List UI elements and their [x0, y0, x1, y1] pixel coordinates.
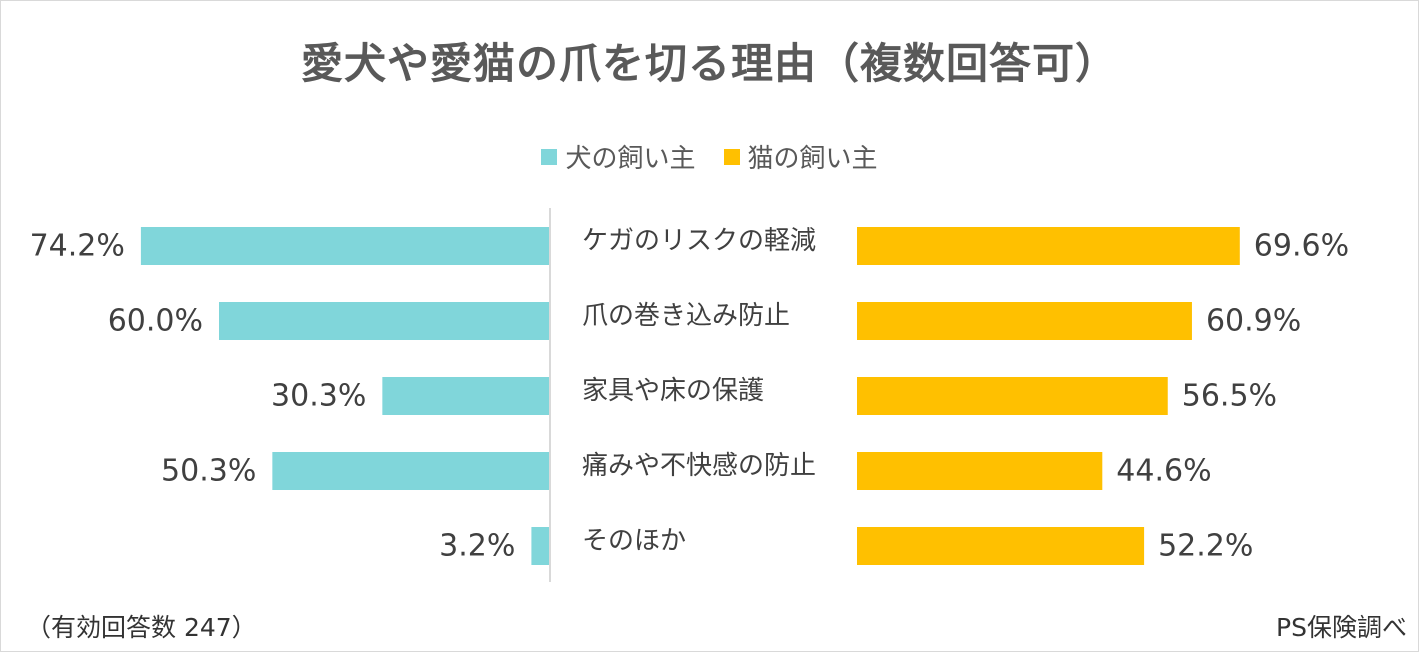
legend-item-dog: 犬の飼い主 [541, 138, 696, 175]
legend-label-dog: 犬の飼い主 [565, 144, 696, 174]
dog-value-label: 60.0% [108, 304, 203, 339]
cat-value-label: 44.6% [1116, 454, 1211, 489]
source-note: PS保険調べ [1276, 613, 1407, 642]
cat-value-label: 60.9% [1206, 304, 1301, 339]
cat-value-label: 56.5% [1182, 379, 1277, 414]
dog-bar [531, 527, 549, 565]
sample-size-note: （有効回答数 247） [26, 613, 257, 642]
cat-bar [857, 227, 1240, 265]
category-label: 爪の巻き込み防止 [582, 301, 790, 331]
dog-value-label: 50.3% [161, 454, 256, 489]
dog-bar [219, 302, 549, 340]
cat-bar [857, 377, 1168, 415]
dog-value-label: 30.3% [271, 379, 366, 414]
legend: 犬の飼い主 猫の飼い主 [0, 138, 1419, 175]
category-label: 痛みや不快感の防止 [582, 451, 816, 481]
dog-bar [272, 452, 549, 490]
dog-bar [140, 227, 549, 265]
cat-value-label: 52.2% [1158, 529, 1253, 564]
dog-bar [382, 377, 549, 415]
cat-value-label: 69.6% [1254, 229, 1349, 264]
category-label: ケガのリスクの軽減 [582, 226, 816, 256]
chart-title: 愛犬や愛猫の爪を切る理由（複数回答可） [300, 39, 1118, 88]
dog-value-label: 3.2% [439, 529, 515, 564]
category-label: そのほか [582, 526, 686, 556]
legend-label-cat: 猫の飼い主 [747, 144, 878, 174]
legend-item-cat: 猫の飼い主 [723, 138, 878, 175]
cat-bar [857, 527, 1145, 565]
legend-swatch-cat [723, 148, 740, 165]
dog-value-label: 74.2% [30, 229, 125, 264]
legend-swatch-dog [541, 148, 558, 165]
cat-bar [857, 452, 1103, 490]
cat-bar [857, 302, 1192, 340]
category-label: 家具や床の保護 [582, 376, 764, 406]
